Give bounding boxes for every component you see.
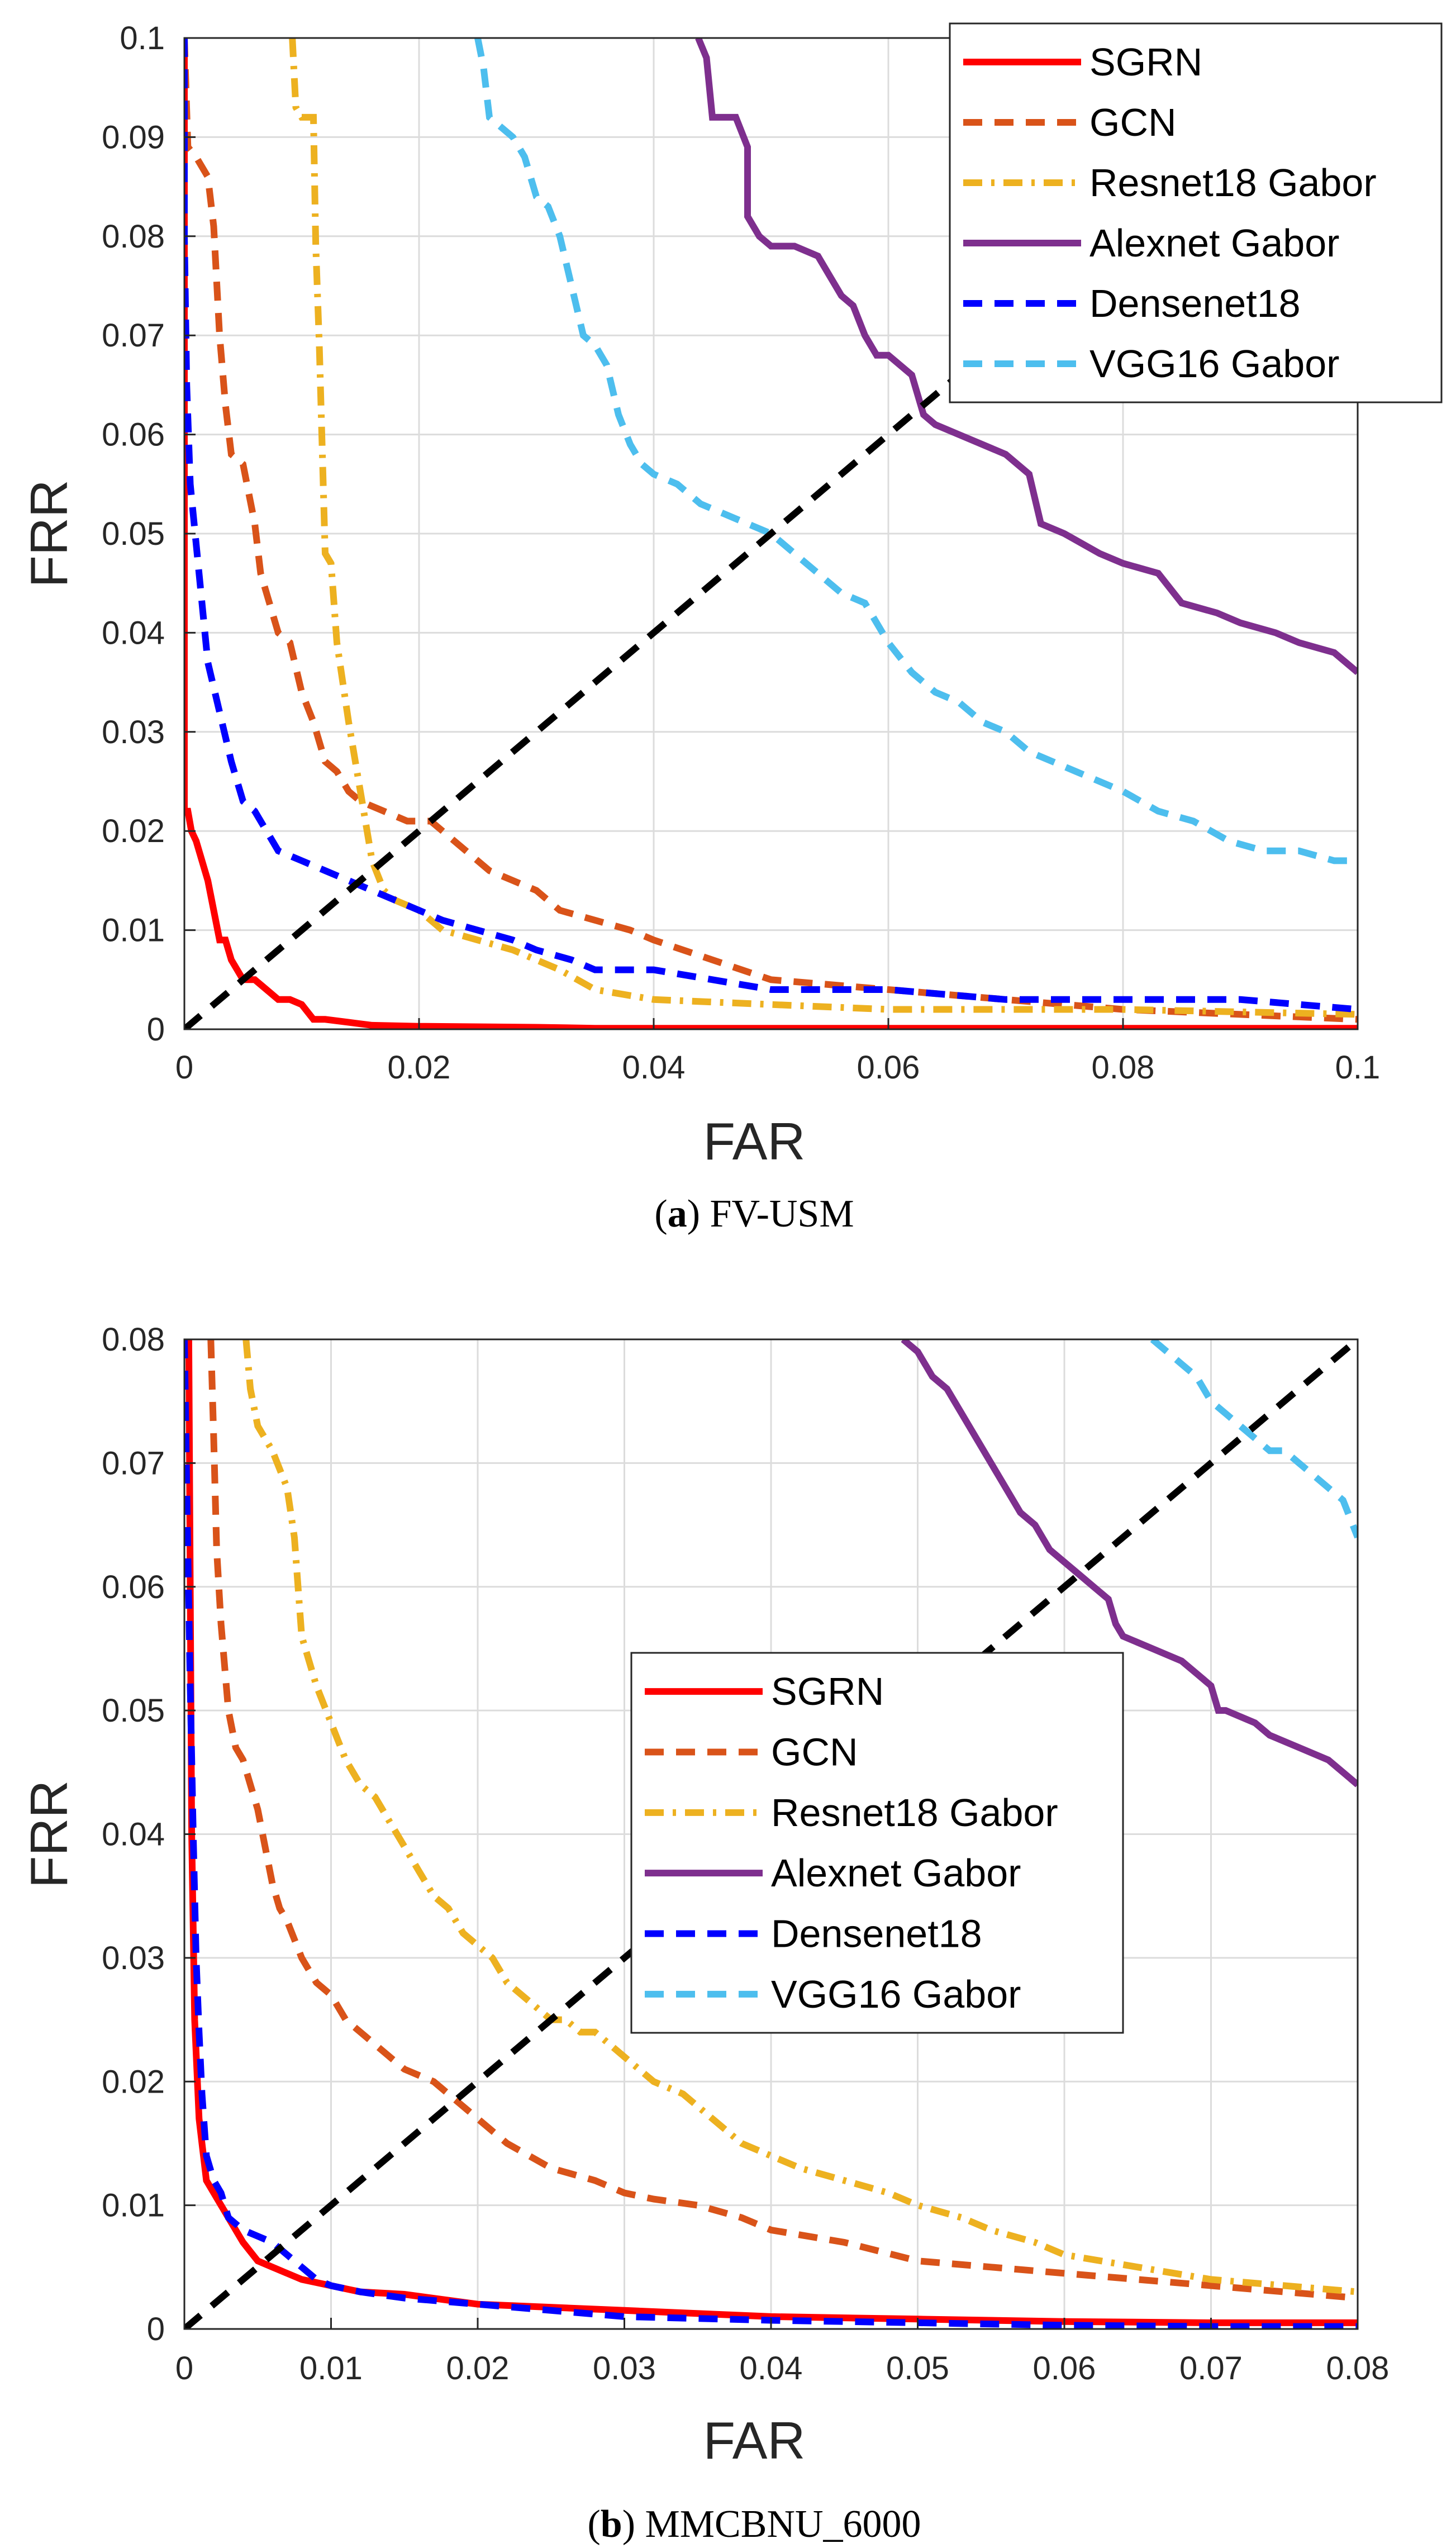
x-tick-label: 0.08 <box>1092 1049 1155 1086</box>
legend-entry: Densenet18 <box>771 1912 982 1956</box>
y-tick-label: 0.07 <box>102 1445 165 1481</box>
y-tick-label: 0.03 <box>102 1940 165 1976</box>
series-line-alexnet-gabor <box>695 38 1358 675</box>
series-line-resnet18-gabor <box>242 1339 1358 2295</box>
series-line-sgrn <box>184 38 1358 1029</box>
y-tick-label: 0.02 <box>102 813 165 849</box>
x-axis-label: FAR <box>703 2411 806 2470</box>
y-tick-label: 0.04 <box>102 615 165 651</box>
y-tick-label: 0.02 <box>102 2064 165 2100</box>
y-tick-label: 0.1 <box>120 20 165 56</box>
x-tick-label: 0.07 <box>1179 2350 1243 2387</box>
legend-box <box>949 22 1443 403</box>
x-tick-label: 0.04 <box>622 1049 686 1086</box>
legend-entry: Alexnet Gabor <box>771 1851 1021 1895</box>
x-tick-label: 0.03 <box>593 2350 656 2387</box>
x-tick-label: 0.01 <box>299 2350 363 2387</box>
series-group <box>184 38 1358 1029</box>
y-tick-label: 0 <box>147 2311 165 2347</box>
y-axis-label: FRR <box>20 1780 78 1888</box>
legend-entry: GCN <box>771 1731 858 1774</box>
x-tick-label: 0 <box>175 1049 193 1086</box>
y-tick-label: 0.06 <box>102 1569 165 1605</box>
legend-entry: SGRN <box>771 1670 884 1713</box>
series-line-sgrn <box>185 1339 1358 2326</box>
legend-entry: VGG16 Gabor <box>1089 342 1339 386</box>
series-line-resnet18-gabor <box>289 38 1358 1018</box>
x-tick-label: 0.1 <box>1335 1049 1381 1086</box>
grid <box>183 37 1359 1030</box>
chart-panel-b: 0 0.01 0.02 0.03 0.04 0.05 0.06 0.07 0.08 0 0.01 0.… <box>20 1321 1389 2546</box>
x-tick-label: 0.04 <box>740 2350 803 2387</box>
legend-entry: SGRN <box>1089 40 1202 84</box>
series-line-gcn <box>184 38 1358 1023</box>
y-tick-label: 0.05 <box>102 516 165 552</box>
series-line-gcn <box>207 1339 1358 2302</box>
y-tick-label: 0.01 <box>102 912 165 949</box>
x-tick-label: 0.02 <box>446 2350 510 2387</box>
legend-entry: Resnet18 Gabor <box>771 1791 1058 1834</box>
x-tick-label: 0.02 <box>388 1049 451 1086</box>
x-tick-label: 0 <box>175 2350 193 2387</box>
series-line-densenet18 <box>184 38 1358 1013</box>
legend-entry: Resnet18 Gabor <box>1089 161 1377 205</box>
legend-entry: Alexnet Gabor <box>1089 221 1339 265</box>
x-tick-label: 0.06 <box>857 1049 920 1086</box>
eer-diagonal-line <box>184 38 1358 1029</box>
series-line-alexnet-gabor <box>901 1339 1358 1788</box>
panel-caption: (a) FV-USM <box>654 1192 854 1235</box>
legend: SGRN GCN Resnet18 Gabor Alexnet Gabor Densen… <box>630 1652 1124 2034</box>
x-tick-label: 0.06 <box>1033 2350 1096 2387</box>
y-tick-label: 0.06 <box>102 417 165 453</box>
x-tick-label: 0.08 <box>1326 2350 1390 2387</box>
legend-entry: Densenet18 <box>1089 282 1301 325</box>
y-axis-label: FRR <box>20 479 78 587</box>
y-tick-label: 0.09 <box>102 119 165 155</box>
x-axis-label: FAR <box>703 1112 806 1171</box>
panel-caption: (b) MMCBNU_6000 <box>587 2503 921 2546</box>
series-line-vgg16-gabor <box>474 38 1358 864</box>
y-tick-label: 0 <box>147 1011 165 1048</box>
legend-box <box>630 1652 1124 2034</box>
legend-entry: GCN <box>1089 101 1177 144</box>
x-tick-label: 0.05 <box>886 2350 949 2387</box>
chart-panel-a: 0 0.02 0.04 0.06 0.08 0.1 0 0.01 0.02 0.03 0.04 0.0… <box>20 20 1443 1235</box>
y-tick-label: 0.01 <box>102 2188 165 2224</box>
y-tick-label: 0.04 <box>102 1817 165 1853</box>
y-tick-label: 0.07 <box>102 317 165 354</box>
y-tick-label: 0.08 <box>102 218 165 255</box>
y-tick-label: 0.05 <box>102 1693 165 1729</box>
y-tick-label: 0.08 <box>102 1321 165 1358</box>
legend-entry: VGG16 Gabor <box>771 1972 1021 2016</box>
y-tick-label: 0.03 <box>102 714 165 750</box>
series-line-vgg16-gabor <box>1150 1339 1358 1539</box>
legend: SGRN GCN Resnet18 Gabor Alexnet Gabor Densen… <box>949 22 1443 403</box>
